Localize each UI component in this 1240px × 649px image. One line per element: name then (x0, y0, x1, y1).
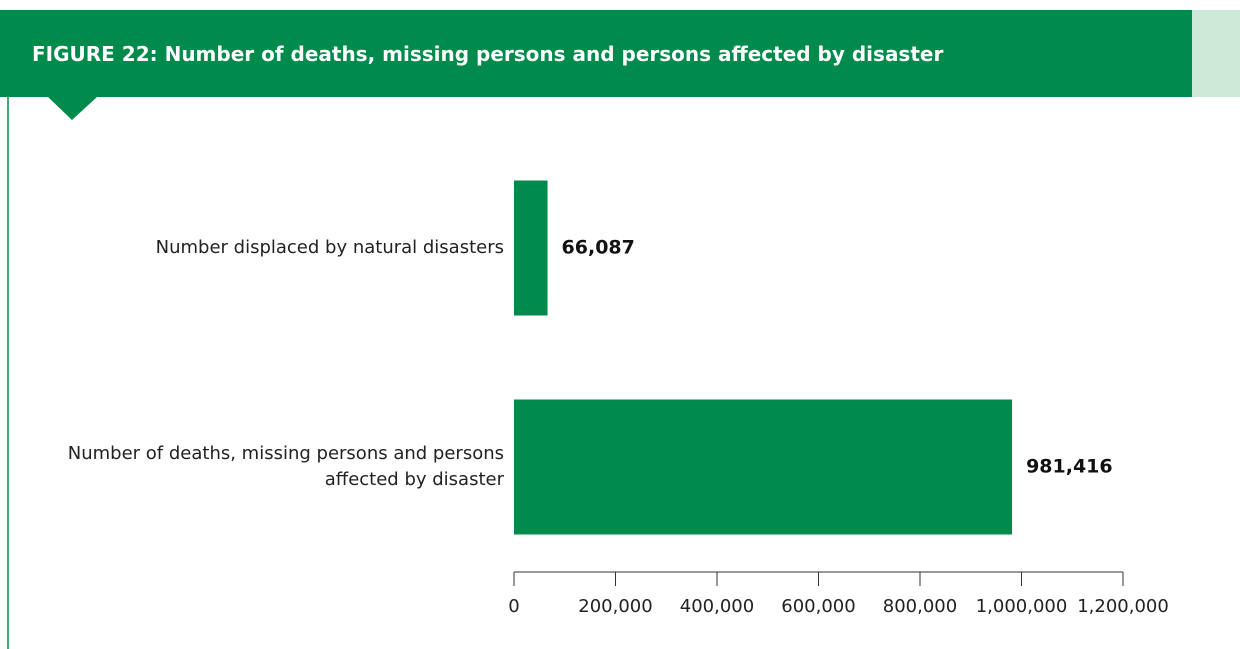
chart-title: FIGURE 22: Number of deaths, missing per… (32, 42, 944, 66)
x-tick-label: 200,000 (578, 596, 652, 617)
x-tick-label: 0 (508, 596, 519, 617)
category-label: Number displaced by natural disasters (155, 237, 504, 258)
header-strip (1192, 10, 1240, 97)
x-tick-label: 1,200,000 (1077, 596, 1169, 617)
bar (514, 180, 548, 316)
value-label: 66,087 (562, 237, 635, 259)
x-tick-label: 600,000 (781, 596, 855, 617)
header-band (0, 10, 1192, 97)
header-pointer (48, 97, 97, 120)
x-tick-label: 400,000 (680, 596, 754, 617)
x-tick-label: 1,000,000 (976, 596, 1068, 617)
value-label: 981,416 (1026, 456, 1113, 478)
category-label: Number of deaths, missing persons and pe… (67, 443, 504, 490)
x-tick-label: 800,000 (883, 596, 957, 617)
bar (514, 399, 1013, 535)
